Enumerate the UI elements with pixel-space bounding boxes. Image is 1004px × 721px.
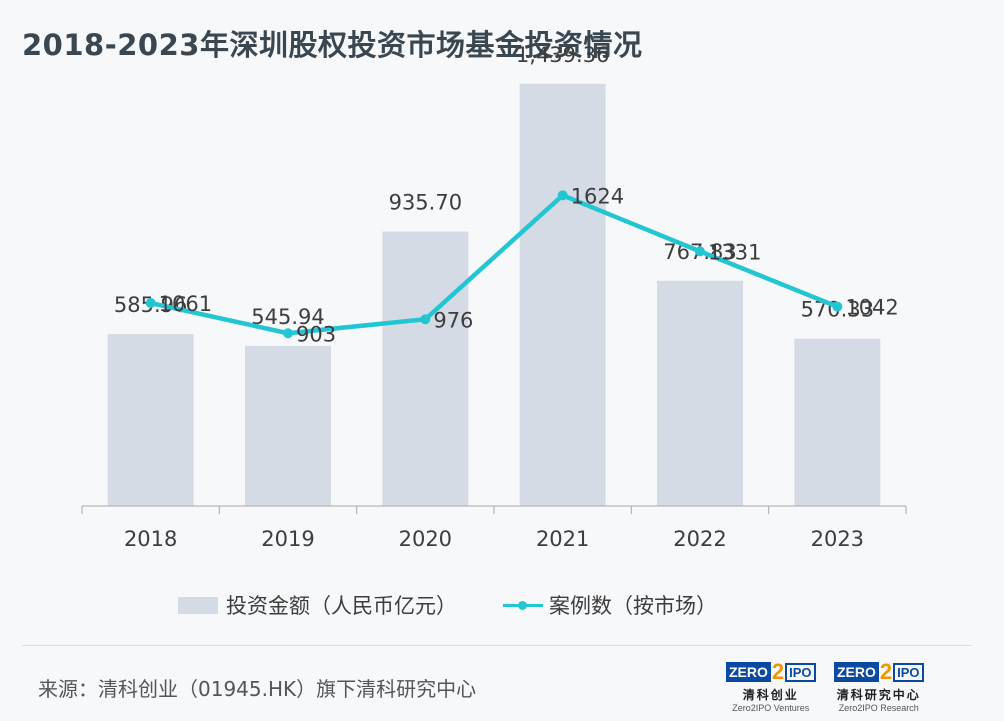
zero2ipo-research-logo: ZERO 2 IPO 清科研究中心 Zero2IPO Research xyxy=(834,661,924,713)
chart-title: 2018-2023年深圳股权投资市场基金投资情况 xyxy=(22,28,643,62)
x-tick-label: 2023 xyxy=(811,527,864,551)
legend-item-bar[interactable]: 投资金额（人民币亿元） xyxy=(178,590,457,620)
line-point xyxy=(420,314,431,325)
x-tick-label: 2021 xyxy=(536,527,589,551)
line-value-label: 1061 xyxy=(159,292,212,316)
line-value-label: 903 xyxy=(296,322,336,346)
line-value-labels: 1061 903 976 1624 1331 1042 xyxy=(159,184,899,346)
line-point xyxy=(832,301,843,312)
legend-line-swatch xyxy=(503,597,543,614)
line-point xyxy=(145,298,156,309)
x-tick-label: 2018 xyxy=(124,527,177,551)
bar xyxy=(107,334,194,506)
bar-value-label: 935.70 xyxy=(389,191,462,215)
x-tick-label: 2020 xyxy=(399,527,452,551)
bar xyxy=(382,231,469,506)
x-tick-label: 2022 xyxy=(673,527,726,551)
zero2ipo-ventures-logo: ZERO 2 IPO 清科创业 Zero2IPO Ventures xyxy=(726,661,816,713)
x-tick-label: 2019 xyxy=(261,527,314,551)
x-axis-tick-labels: 2018 2019 2020 2021 2022 2023 xyxy=(124,527,864,551)
bar xyxy=(657,280,743,506)
line-point xyxy=(695,246,705,257)
source-note: 来源：清科创业（01945.HK）旗下清科研究中心 xyxy=(38,677,477,701)
bar xyxy=(519,83,606,507)
bar-series xyxy=(107,83,881,507)
line-series xyxy=(150,193,839,336)
bar xyxy=(794,338,881,506)
line-point xyxy=(283,328,293,339)
legend-line-label: 案例数（按市场） xyxy=(549,594,717,618)
legend-bar-swatch xyxy=(178,596,218,614)
x-axis-ticks xyxy=(81,506,907,514)
line-value-label: 1331 xyxy=(708,240,761,264)
bar-value-label: 545.94 xyxy=(251,305,324,329)
line-value-label: 1624 xyxy=(571,184,624,208)
bar xyxy=(245,345,331,506)
line-point xyxy=(557,190,568,201)
footer-divider xyxy=(22,645,972,646)
legend: 投资金额（人民币亿元） 案例数（按市场） xyxy=(178,590,763,620)
bar-value-label: 1,439.36 xyxy=(516,43,610,67)
line-value-label: 976 xyxy=(433,308,473,332)
legend-bar-label: 投资金额（人民币亿元） xyxy=(226,594,457,618)
line-points xyxy=(145,190,843,339)
line-value-label: 1042 xyxy=(845,296,898,320)
legend-item-line[interactable]: 案例数（按市场） xyxy=(503,590,717,620)
